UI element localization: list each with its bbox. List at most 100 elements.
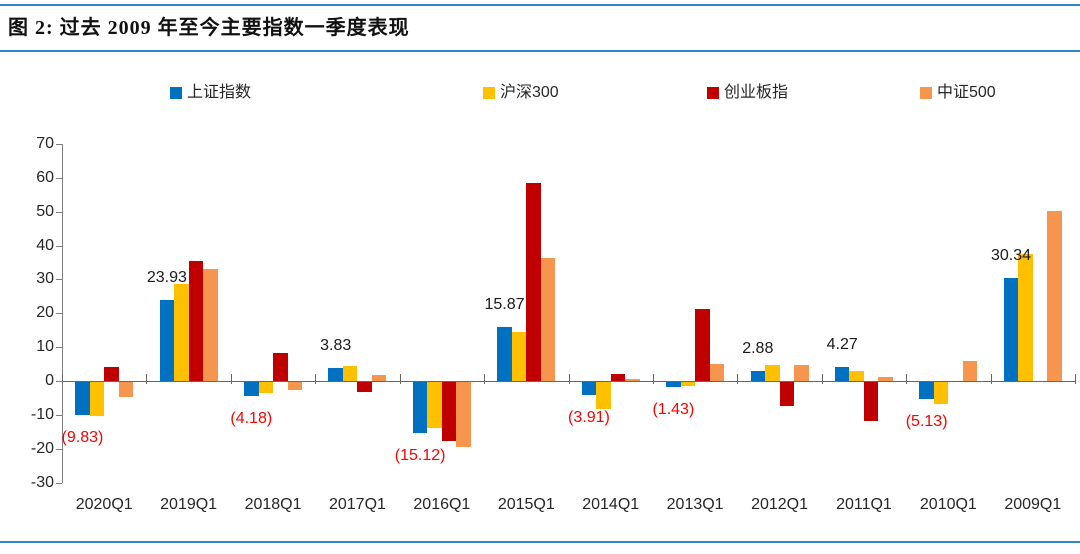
legend-item-创业板指: 创业板指: [707, 84, 788, 102]
x-axis-label-2009Q1: 2009Q1: [1004, 496, 1062, 513]
legend-label: 沪深300: [500, 84, 559, 101]
bar-上证指数-2015Q1: [497, 327, 512, 381]
bar-上证指数-2009Q1: [1003, 278, 1019, 381]
y-axis-label: -20: [30, 439, 54, 457]
y-axis-tick: [56, 245, 62, 247]
legend-swatch-icon: [920, 87, 932, 99]
y-axis-tick: [56, 414, 62, 416]
x-axis-label-2012Q1: 2012Q1: [751, 496, 808, 513]
bar-沪深300-2009Q1: [1018, 254, 1033, 381]
x-axis-tick: [737, 374, 739, 384]
bar-上证指数-2020Q1: [75, 382, 90, 416]
x-axis-tick: [1075, 374, 1076, 384]
data-label-2011Q1: 4.27: [826, 335, 858, 353]
y-axis-tick: [56, 177, 62, 179]
data-label-2012Q1: 2.88: [742, 340, 774, 358]
legend-swatch-icon: [707, 87, 719, 99]
bar-上证指数-2011Q1: [834, 366, 850, 381]
bar-创业板指-2018Q1: [273, 352, 288, 381]
x-axis-label-2015Q1: 2015Q1: [497, 496, 555, 513]
bar-中证500-2014Q1: [625, 378, 640, 381]
x-axis-tick: [568, 374, 570, 384]
bar-沪深300-2017Q1: [342, 366, 358, 381]
bottom-divider: [0, 541, 1080, 543]
y-axis-label: -30: [30, 473, 54, 491]
bar-上证指数-2010Q1: [919, 382, 934, 400]
data-label-2016Q1: (15.12): [394, 447, 446, 465]
bar-创业板指-2017Q1: [357, 382, 372, 393]
bar-沪深300-2018Q1: [258, 382, 274, 394]
bar-创业板指-2011Q1: [863, 382, 879, 421]
legend-swatch-icon: [483, 87, 495, 99]
bar-沪深300-2013Q1: [680, 382, 696, 387]
bar-中证500-2010Q1: [962, 361, 978, 381]
x-axis-label-2013Q1: 2013Q1: [666, 496, 724, 513]
bar-上证指数-2013Q1: [666, 382, 681, 387]
bar-创业板指-2013Q1: [695, 308, 710, 381]
y-axis-line: [62, 143, 63, 483]
x-axis-label-2017Q1: 2017Q1: [328, 496, 386, 513]
bar-上证指数-2017Q1: [328, 368, 343, 381]
x-axis-tick: [230, 374, 232, 384]
y-axis-label: 50: [36, 202, 54, 220]
bar-沪深300-2010Q1: [933, 382, 949, 405]
bar-中证500-2017Q1: [371, 374, 387, 381]
y-axis-tick: [56, 347, 62, 349]
data-label-2020Q1: (9.83): [61, 429, 104, 447]
data-label-2018Q1: (4.18): [230, 410, 273, 428]
data-label-2010Q1: (5.13): [905, 413, 948, 431]
y-axis-tick: [56, 381, 62, 382]
bar-上证指数-2018Q1: [244, 382, 259, 397]
x-axis-tick: [315, 374, 317, 384]
data-label-2015Q1: 15.87: [484, 296, 525, 314]
y-axis-label: 30: [36, 270, 54, 288]
data-label-2013Q1: (1.43): [652, 400, 695, 418]
x-axis-tick: [990, 374, 992, 384]
x-axis-label-2014Q1: 2014Q1: [582, 496, 640, 513]
bar-上证指数-2016Q1: [412, 382, 428, 434]
y-axis-label: 0: [45, 372, 54, 389]
legend-item-中证500: 中证500: [920, 84, 996, 102]
bar-上证指数-2014Q1: [581, 382, 597, 396]
x-axis-label-2016Q1: 2016Q1: [413, 496, 471, 513]
legend-label: 中证500: [937, 84, 996, 101]
x-axis-tick: [62, 374, 63, 384]
data-label-2019Q1: 23.93: [146, 268, 187, 286]
bar-中证500-2019Q1: [203, 268, 218, 381]
x-axis-tick: [484, 374, 486, 384]
bar-中证500-2016Q1: [456, 382, 471, 448]
top-divider: [0, 4, 1080, 6]
y-axis-tick: [56, 143, 62, 145]
bar-创业板指-2019Q1: [188, 261, 204, 381]
x-axis-label-2018Q1: 2018Q1: [244, 496, 302, 513]
bar-中证500-2012Q1: [794, 365, 809, 381]
bar-中证500-2009Q1: [1047, 211, 1062, 381]
x-axis-label-2020Q1: 2020Q1: [75, 496, 133, 513]
x-axis-tick: [821, 374, 823, 384]
x-axis-tick: [652, 374, 654, 384]
bar-沪深300-2019Q1: [174, 284, 189, 381]
y-axis-tick: [56, 313, 62, 315]
bar-中证500-2020Q1: [118, 382, 134, 397]
bar-沪深300-2014Q1: [596, 382, 611, 409]
bar-沪深300-2016Q1: [427, 382, 442, 429]
title-divider: [0, 50, 1080, 52]
y-axis-tick: [56, 279, 62, 281]
bar-沪深300-2012Q1: [765, 365, 780, 381]
x-axis-tick: [906, 374, 908, 384]
data-label-2014Q1: (3.91): [568, 409, 610, 427]
bar-沪深300-2020Q1: [89, 382, 105, 416]
bar-中证500-2011Q1: [878, 376, 893, 381]
y-axis-tick: [56, 448, 62, 450]
bar-创业板指-2015Q1: [526, 183, 541, 381]
bar-沪深300-2015Q1: [511, 331, 527, 381]
x-axis-tick: [399, 374, 401, 384]
y-axis-label: 10: [36, 338, 54, 356]
y-axis-tick: [56, 211, 62, 213]
bar-创业板指-2016Q1: [441, 382, 457, 442]
bar-创业板指-2012Q1: [779, 382, 795, 406]
y-axis-label: -10: [30, 405, 54, 423]
x-axis-label-2019Q1: 2019Q1: [160, 496, 218, 513]
bar-创业板指-2014Q1: [610, 374, 626, 381]
